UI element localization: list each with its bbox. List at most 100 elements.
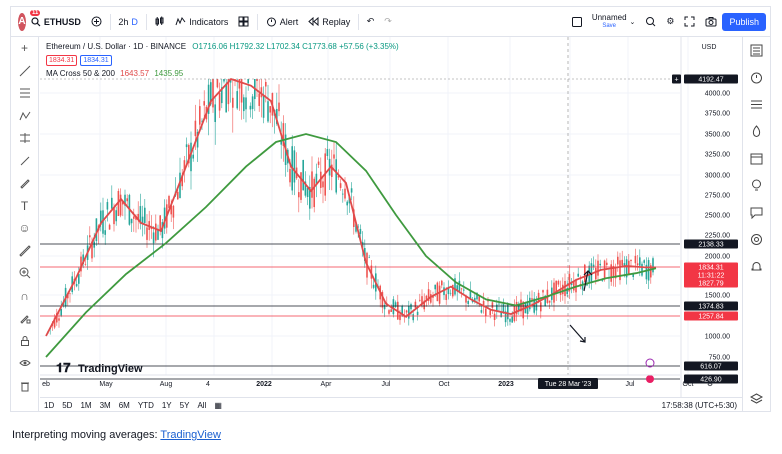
brush-tool[interactable] [11, 150, 39, 173]
price-tag[interactable]: 1834.31 [684, 262, 738, 272]
candle-body [278, 102, 280, 112]
quick-search-button[interactable] [640, 7, 661, 37]
measure-tool[interactable] [11, 240, 39, 263]
price-tag[interactable]: 4192.47 [684, 74, 738, 84]
snapshot-button[interactable] [700, 7, 722, 37]
lock-tool[interactable] [11, 330, 39, 353]
fullscreen-button[interactable] [679, 7, 700, 37]
search-gear-icon [646, 17, 656, 27]
candles-button[interactable] [149, 7, 170, 37]
candle-body [80, 256, 82, 272]
hide-tool[interactable] [11, 352, 39, 375]
candle-body [124, 194, 126, 206]
chats-button[interactable] [743, 199, 771, 226]
candle-body [652, 258, 654, 273]
candle-body [141, 216, 144, 224]
ideas-button[interactable] [743, 172, 771, 199]
layout-name[interactable]: Unnamed Save ⌄ [587, 7, 641, 37]
redo-button[interactable]: ↷ [379, 7, 397, 37]
alert-button[interactable]: Alert [261, 7, 304, 37]
publish-button[interactable]: Publish [722, 12, 766, 31]
remove-tool[interactable] [11, 375, 39, 398]
candle-body [359, 228, 362, 234]
event-marker-icon[interactable] [645, 358, 655, 368]
buy-price-box[interactable]: 1834.31 [80, 55, 112, 66]
pen-tool[interactable] [11, 172, 39, 195]
ma-fast-value: 1643.57 [120, 69, 150, 78]
pattern-tool[interactable] [11, 105, 39, 128]
range-button-1y[interactable]: 1Y [161, 401, 172, 410]
price-chart[interactable]: USD 4000.00 3750.00 3500.00 3250.00 3000.00 27… [40, 37, 743, 397]
emoji-tool[interactable]: ☺ [11, 217, 39, 240]
range-button-5y[interactable]: 5Y [179, 401, 190, 410]
chart-pane[interactable]: USD 4000.00 3750.00 3500.00 3250.00 3000.00 27… [40, 37, 743, 397]
layers-button[interactable] [743, 386, 771, 411]
watchlist-button[interactable] [743, 37, 771, 64]
candle-body [456, 285, 458, 292]
range-button-1d[interactable]: 1D [44, 401, 55, 410]
alerts-panel-button[interactable] [743, 64, 771, 91]
price-tag[interactable]: 426.90 [684, 374, 738, 384]
settings-button[interactable]: ⚙ [661, 7, 679, 37]
add-circle-icon [91, 16, 102, 27]
clock[interactable]: 17:58:38 (UTC+5:30) [661, 401, 737, 410]
text-icon: T [20, 198, 29, 213]
range-button-ytd[interactable]: YTD [137, 401, 154, 410]
user-avatar[interactable]: A 11 [18, 8, 42, 31]
symbol-search[interactable]: ETHUSD [26, 7, 86, 37]
interval-button[interactable]: 2h D [113, 7, 143, 37]
candle-body [520, 299, 522, 312]
range-button-5d[interactable]: 5D [62, 401, 73, 410]
time-tick: Jul [382, 381, 391, 388]
candle-body [223, 79, 225, 82]
lock-draw-tool[interactable] [11, 307, 39, 330]
ma-200-line[interactable] [45, 133, 657, 358]
price-tag[interactable]: 616.07 [684, 361, 738, 371]
price-tag[interactable]: 2138.33 [684, 239, 738, 249]
price-tag[interactable]: 1374.83 [684, 301, 738, 311]
add-alert-badge[interactable]: + [672, 74, 681, 84]
indicators-button[interactable]: Indicators [170, 7, 233, 37]
axis-settings-icon[interactable]: ⚙ [707, 380, 713, 388]
layout-checkbox[interactable] [567, 7, 587, 37]
data-window-button[interactable] [743, 91, 771, 118]
candle-body [606, 262, 608, 265]
magnet-tool[interactable]: ∩ [11, 285, 39, 308]
range-button-all[interactable]: All [197, 401, 207, 410]
compare-button[interactable] [86, 7, 107, 37]
notifications-button[interactable] [743, 253, 771, 280]
crosshair-tool[interactable]: + [11, 37, 39, 60]
time-axis[interactable]: eb May Aug 4 2022 Apr Jul Oct 2023 Jul Oct Tue 28 M… [40, 374, 713, 389]
caption-link[interactable]: TradingView [160, 429, 221, 441]
range-button-3m[interactable]: 3M [99, 401, 111, 410]
fib-tool[interactable] [11, 82, 39, 105]
candle-body [236, 91, 238, 109]
search-icon [31, 16, 41, 26]
candle-body [392, 299, 395, 315]
undo-button[interactable]: ↶ [362, 7, 380, 37]
range-button-6m[interactable]: 6M [118, 401, 130, 410]
price-tag[interactable]: 1257.84 [684, 311, 738, 321]
annotations [569, 270, 655, 383]
sell-price-box[interactable]: 1834.31 [46, 55, 78, 66]
ma-50-line[interactable] [45, 77, 656, 337]
event-dot-icon[interactable] [646, 375, 654, 383]
price-tag[interactable]: 11:31:22 [684, 270, 738, 280]
currency-label[interactable]: USD [702, 44, 717, 51]
replay-button[interactable]: Replay [303, 7, 355, 37]
prediction-tool[interactable] [11, 127, 39, 150]
date-range-icon[interactable]: ▦ [214, 401, 222, 410]
hotlists-button[interactable] [743, 118, 771, 145]
layouts-button[interactable] [233, 7, 254, 37]
zoom-tool[interactable] [11, 262, 39, 285]
text-tool[interactable]: T [11, 195, 39, 218]
pattern-icon [19, 111, 30, 120]
price-tag[interactable]: 1827.79 [684, 278, 738, 288]
price-axis[interactable]: USD 4000.00 3750.00 3500.00 3250.00 3000.00 27… [672, 37, 738, 397]
range-button-1m[interactable]: 1M [80, 401, 92, 410]
candle-body [636, 263, 639, 266]
legend-ma-row[interactable]: MA Cross 50 & 200 1643.57 1435.95 [46, 68, 399, 79]
calendar-button[interactable] [743, 145, 771, 172]
trendline-tool[interactable] [11, 60, 39, 83]
streams-button[interactable] [743, 226, 771, 253]
